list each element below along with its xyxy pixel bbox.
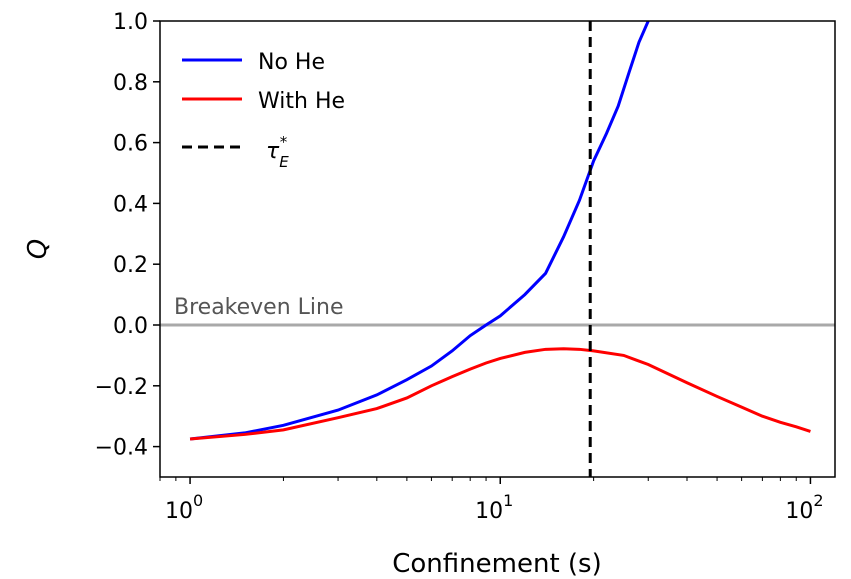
legend: No He With He τE *	[182, 50, 345, 171]
y-tick-label: 0.2	[113, 253, 148, 278]
legend-label-with-he: With He	[258, 89, 345, 114]
legend-label-no-he: No He	[258, 50, 325, 75]
y-tick-label: 0.0	[113, 314, 148, 339]
tau-sup: *	[280, 133, 288, 151]
x-axis-label: Confinement (s)	[392, 549, 602, 579]
breakeven-label: Breakeven Line	[174, 295, 344, 320]
y-tick-label: 0.4	[113, 192, 148, 217]
y-tick-label: −0.2	[95, 375, 148, 400]
tau-sub: E	[279, 153, 289, 171]
legend-label-tau: τE *	[266, 133, 289, 171]
x-tick-label: 101	[475, 491, 513, 524]
y-tick-label: 1.0	[113, 10, 148, 35]
x-axis: 100 101 102	[159, 477, 824, 524]
plot-frame	[159, 20, 836, 478]
y-axis: −0.4 −0.2 0.0 0.2 0.4 0.6 0.8 1.0	[95, 10, 160, 461]
y-tick-label: −0.4	[95, 436, 148, 461]
tau-symbol: τ	[266, 139, 280, 164]
y-tick-label: 0.6	[113, 132, 148, 157]
y-tick-label: 0.8	[113, 71, 148, 96]
x-tick-label: 102	[785, 491, 823, 524]
y-axis-label: Q	[23, 239, 53, 259]
series-no-he-line	[189, 21, 650, 441]
series-with-he-line	[189, 347, 811, 441]
x-tick-label: 100	[165, 491, 203, 524]
